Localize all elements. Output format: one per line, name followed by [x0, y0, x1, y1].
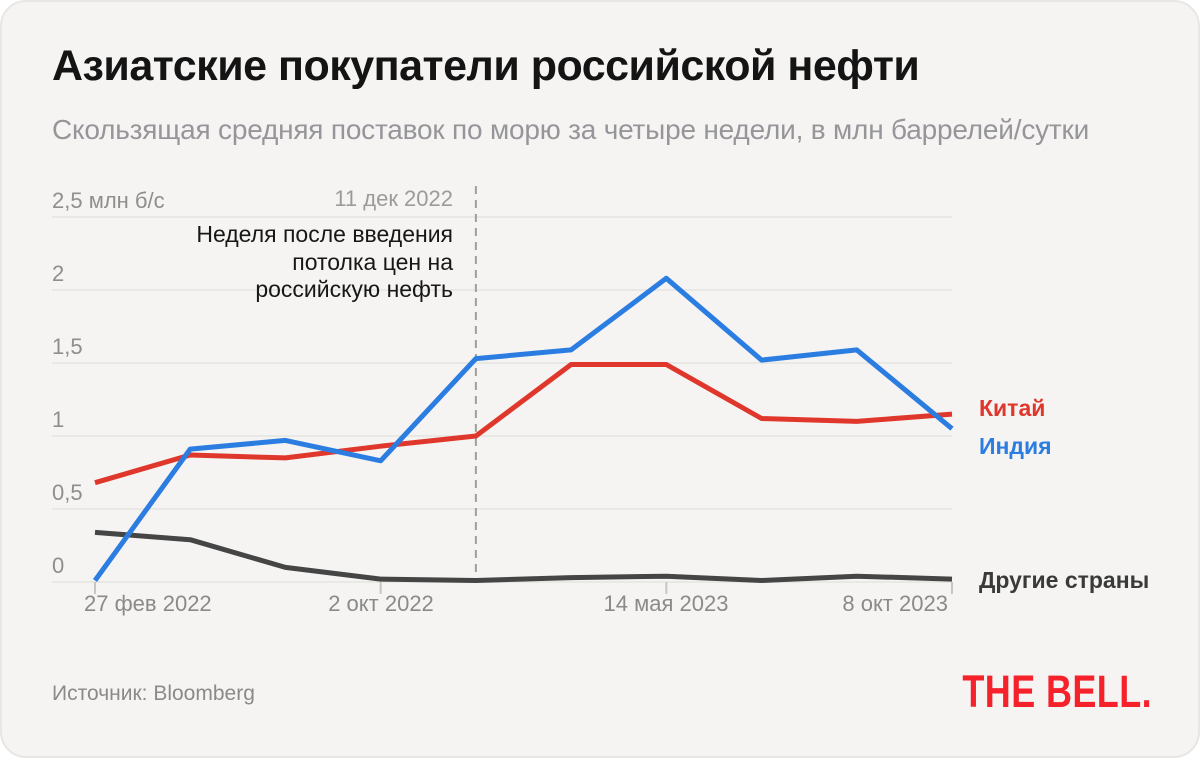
y-axis-label-15: 1,5 — [52, 334, 83, 360]
x-axis-label-feb2022: 27 фев 2022 — [84, 591, 212, 617]
legend-china: Китай — [979, 395, 1045, 422]
legend-india: Индия — [979, 433, 1052, 460]
annotation-line-3: российскую нефть — [196, 276, 453, 304]
price-cap-annotation: 11 дек 2022 Неделя после введения потолк… — [196, 186, 453, 304]
legend-other-countries: Другие страны — [979, 567, 1149, 594]
annotation-date: 11 дек 2022 — [196, 186, 453, 212]
annotation-line-1: Неделя после введения — [196, 221, 453, 249]
x-axis-label-oct2023: 8 окт 2023 — [842, 591, 948, 617]
y-axis-label-2: 2 — [52, 261, 64, 287]
y-axis-label-05: 0,5 — [52, 480, 83, 506]
y-axis-label-0: 0 — [52, 553, 64, 579]
x-axis-label-oct2022: 2 окт 2022 — [328, 591, 434, 617]
y-axis-label-1: 1 — [52, 407, 64, 433]
y-axis-label-25-units: 2,5 млн б/с — [52, 188, 165, 214]
x-axis-label-may2023: 14 мая 2023 — [604, 591, 729, 617]
source-credit: Источник: Bloomberg — [52, 682, 255, 706]
the-bell-logo: THE BELL. — [962, 666, 1152, 718]
annotation-line-2: потолка цен на — [196, 249, 453, 277]
